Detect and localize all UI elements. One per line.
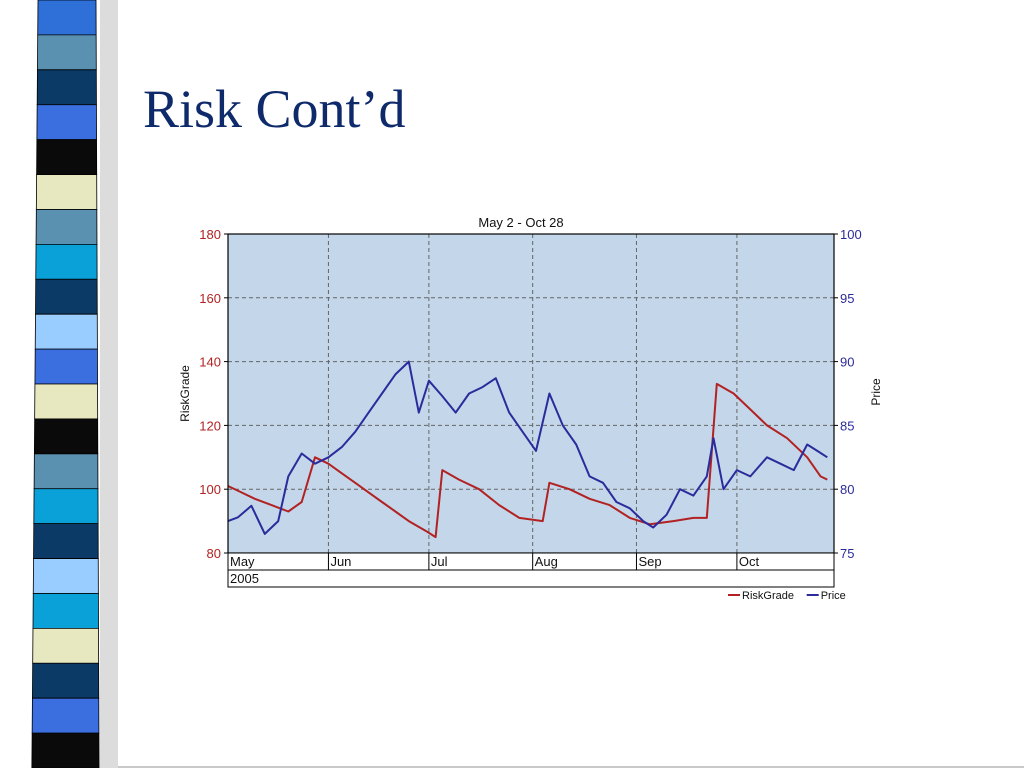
month-tick-label: Jun [330,554,351,569]
stripe-band [34,348,98,385]
series-line-price [227,360,828,535]
stripe-band [35,209,98,245]
plot-area [228,234,834,553]
left-axis-tick-label: 160 [199,291,221,306]
chart-title: May 2 - Oct 28 [478,215,563,230]
left-axis-tick-label: 180 [199,227,221,242]
series-line-riskgrade [227,382,828,539]
page-title: Risk Cont’d [143,79,406,139]
month-tick-label: Jul [431,554,448,569]
stripe-band [32,558,99,594]
bottom-divider [118,766,1024,768]
left-axis-tick-label: 140 [199,355,221,370]
right-axis-tick-label: 95 [840,291,854,306]
right-axis-tick-label: 100 [840,227,862,242]
right-axis-tick-label: 90 [840,355,854,370]
month-tick-label: May [230,554,255,569]
stripe-band [35,278,98,315]
right-axis-tick-label: 75 [840,546,854,561]
stripe-band [37,0,97,36]
stripe-band [31,697,100,734]
legend-label-riskgrade: RiskGrade [742,590,794,602]
right-axis-tick-label: 85 [840,418,854,433]
left-axis-tick-label: 80 [207,546,221,561]
month-tick-label: Aug [535,554,558,569]
left-axis-tick-label: 120 [199,418,221,433]
month-tick-label: Oct [739,554,760,569]
stripe-shadow [100,0,118,768]
stripe-band [35,174,98,210]
stripe-band [33,418,99,455]
year-tick-label: 2005 [230,571,259,586]
stripe-band [36,69,97,106]
left-axis-tick-label: 100 [199,482,221,497]
legend-label-price: Price [821,590,846,602]
risk-price-chart: May 2 - Oct 28 80 100 120 140 160 180 75 80 85 90 9… [178,215,883,602]
stripe-band [32,662,100,699]
stripe-band [34,313,98,350]
left-axis-label: RiskGrade [178,365,192,422]
right-axis-label: Price [869,378,883,406]
stripe-band [36,139,98,175]
stripe-band [31,732,100,768]
month-tick-label: Sep [638,554,661,569]
stripe-band [34,383,99,420]
stripe-band [32,593,99,629]
stripe-band [35,243,98,280]
decorative-stripe [0,0,118,768]
stripe-band [37,34,97,71]
stripe-band [33,523,99,559]
year-axis-row [227,569,835,588]
stripe-band [32,627,100,664]
stripe-band [33,488,99,525]
right-axis-tick-label: 80 [840,482,854,497]
stripe-band [33,453,99,490]
stripe-band [36,104,97,141]
